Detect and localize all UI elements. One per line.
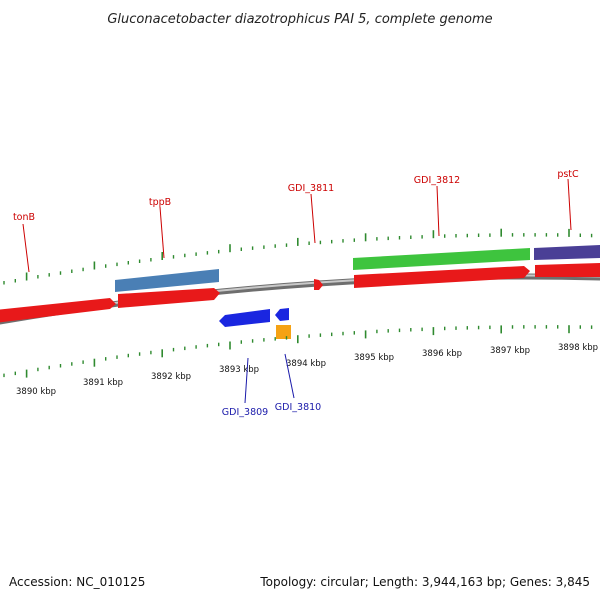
leader-pstC — [567, 178, 572, 231]
accession-text: Accession: NC_010125 — [9, 575, 145, 589]
label-tonB[interactable]: tonB — [13, 212, 35, 223]
leader-tonB — [22, 223, 30, 273]
feature-pstC[interactable] — [534, 245, 600, 260]
forward-gene-labels: tonB tppB GDI_3811 GDI_3812 pstC — [13, 169, 579, 273]
label-tppB[interactable]: tppB — [149, 197, 171, 208]
label-GDI_3812[interactable]: GDI_3812 — [414, 175, 460, 186]
scale-label-3893: 3893 kbp — [219, 365, 259, 375]
feature-GDI_3812[interactable] — [353, 248, 530, 270]
scale-label-3891: 3891 kbp — [83, 378, 123, 388]
leader-GDI_3811 — [310, 193, 316, 244]
reverse-feature-row — [219, 308, 291, 339]
scale-label-3894: 3894 kbp — [286, 359, 326, 369]
leader-tppB — [159, 206, 165, 259]
feature-orange[interactable] — [276, 325, 291, 339]
scale-labels: 3890 kbp 3891 kbp 3892 kbp 3893 kbp 3894… — [16, 343, 598, 397]
feature-GDI_3809[interactable] — [219, 309, 270, 327]
forward-feature-row — [0, 263, 600, 323]
map-title: Gluconacetobacter diazotrophicus PAI 5, … — [107, 12, 492, 27]
scale-label-3897: 3897 kbp — [490, 346, 530, 356]
leader-GDI_3810 — [284, 353, 295, 399]
feature-tppB[interactable] — [115, 269, 219, 292]
genome-backbone-highlight — [0, 274, 600, 322]
feature-tonB[interactable] — [0, 298, 116, 323]
inner-tick-ring — [3, 325, 593, 378]
label-pstC[interactable]: pstC — [557, 169, 579, 180]
scale-label-3895: 3895 kbp — [354, 353, 394, 363]
feature-GDI_3811[interactable] — [314, 279, 323, 290]
scale-label-3892: 3892 kbp — [151, 372, 191, 382]
leader-GDI_3812 — [436, 185, 440, 237]
feature-GDI_3810[interactable] — [275, 308, 289, 321]
scale-label-3898: 3898 kbp — [558, 343, 598, 353]
scale-label-3896: 3896 kbp — [422, 349, 462, 359]
genome-summary-text: Topology: circular; Length: 3,944,163 bp… — [259, 575, 590, 589]
label-GDI_3809[interactable]: GDI_3809 — [222, 407, 268, 418]
feature-GDI_3812-red[interactable] — [354, 266, 530, 288]
feature-pstC-red[interactable] — [535, 263, 600, 277]
outer-tick-ring — [3, 228, 593, 285]
leader-GDI_3809 — [244, 357, 249, 404]
label-GDI_3811[interactable]: GDI_3811 — [288, 183, 334, 194]
label-GDI_3810[interactable]: GDI_3810 — [275, 402, 321, 413]
feature-tppB-red[interactable] — [118, 288, 220, 308]
scale-label-3890: 3890 kbp — [16, 387, 56, 397]
upper-feature-row — [115, 245, 600, 292]
reverse-gene-labels: GDI_3809 GDI_3810 — [222, 353, 321, 418]
